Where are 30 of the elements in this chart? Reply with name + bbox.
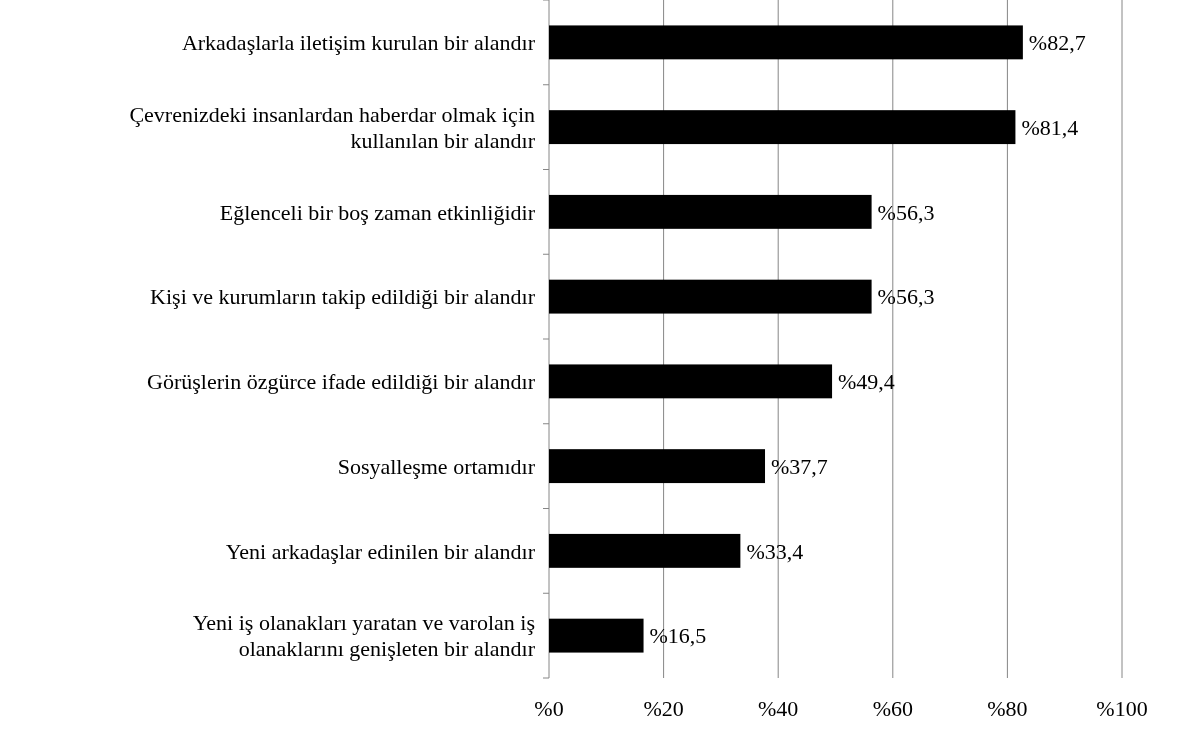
- data-label: %82,7: [1028, 30, 1086, 56]
- y-tick-label: Yeni arkadaşlar edinilen bir alandır: [225, 538, 536, 564]
- data-label: %16,5: [649, 623, 707, 649]
- y-tick-label: Görüşlerin özgürce ifade edildiği bir alandır: [147, 369, 536, 395]
- bar: [549, 279, 872, 314]
- y-tick-label: Çevrenizdeki insanlardan haberdar olmak için kullanılan bir alandır: [129, 101, 536, 153]
- bar: [549, 25, 1023, 60]
- x-tick-label: %0: [534, 696, 564, 721]
- bar: [549, 618, 644, 653]
- y-tick-label: Sosyalleşme ortamıdır: [337, 453, 536, 479]
- bar: [549, 449, 766, 484]
- bar: [549, 110, 1016, 145]
- bar: [549, 533, 741, 568]
- y-tick-label: Eğlenceli bir boş zaman etkinliğidir: [219, 199, 536, 225]
- data-label: %56,3: [877, 199, 935, 225]
- y-tick-label: Yeni iş olanakları yaratan ve varolan iş olanaklarını genişleten bir alandır: [192, 610, 536, 662]
- x-tick-label: %40: [758, 696, 799, 721]
- y-tick-label: Kişi ve kurumların takip edildiği bir alandır: [150, 284, 536, 310]
- x-tick-label: %100: [1096, 696, 1148, 721]
- data-label: %49,4: [838, 369, 895, 395]
- data-label: %56,3: [877, 284, 935, 310]
- x-tick-label: %80: [987, 696, 1028, 721]
- data-label: %37,7: [771, 453, 828, 479]
- data-label: %33,4: [746, 538, 804, 564]
- x-tick-label: %20: [643, 696, 684, 721]
- y-tick-label: Arkadaşlarla iletişim kurulan bir alandır: [181, 30, 536, 56]
- data-label: %81,4: [1021, 114, 1079, 140]
- bar: [549, 194, 872, 229]
- x-tick-label: %60: [872, 696, 913, 721]
- bar: [549, 364, 833, 399]
